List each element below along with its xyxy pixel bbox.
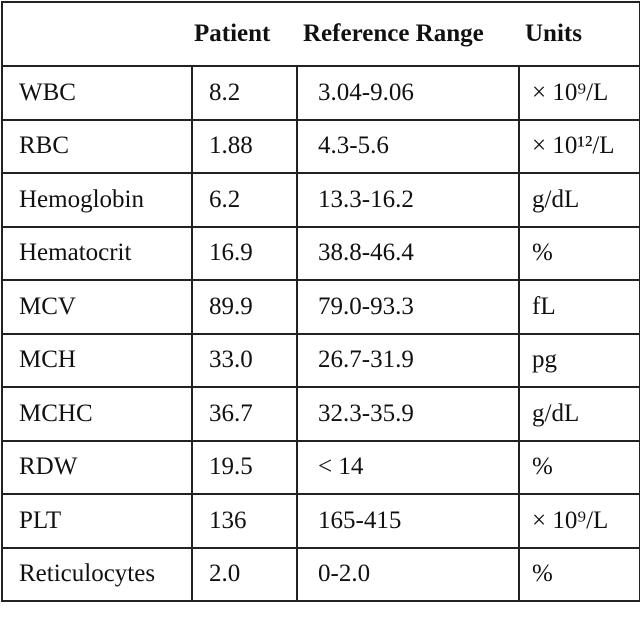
table-row: MCHC 36.7 32.3-35.9 g/dL — [1, 386, 640, 442]
table-cell: pg — [518, 332, 640, 388]
table-row: Reticulocytes 2.0 0-2.0% — [1, 546, 640, 602]
table-row: Hemoglobin 6.2 13.3-16.2 g/dL — [1, 172, 640, 228]
header-cell: Units — [519, 1, 640, 67]
row-label: RBC — [1, 118, 193, 174]
table-body: WBC 8.2 3.04-9.06 × 10⁹/L RBC 1.88 4.3-5.6 × 10… — [1, 65, 640, 602]
header-blank — [1, 1, 192, 67]
row-label: Hemoglobin — [1, 172, 193, 228]
table-row: PLT 136 165-415 × 10⁹/L — [1, 493, 640, 549]
table-cell: 19.5 — [191, 439, 298, 495]
table-cell: 8.2 — [191, 65, 298, 121]
table-row: Hematocrit 16.9 38.8-46.4% — [1, 225, 640, 281]
row-label: Reticulocytes — [1, 546, 193, 602]
table-row: WBC 8.2 3.04-9.06 × 10⁹/L — [1, 65, 640, 121]
table-cell: × 10⁹/L — [518, 65, 640, 121]
table-cell: 136 — [191, 493, 298, 549]
table-row: RBC 1.88 4.3-5.6 × 10¹²/L — [1, 118, 640, 174]
table-cell: × 10⁹/L — [518, 493, 640, 549]
row-label: WBC — [1, 65, 193, 121]
table-cell: % — [518, 546, 640, 602]
table-cell: 3.04-9.06 — [296, 65, 520, 121]
table-cell: 38.8-46.4 — [296, 225, 520, 281]
table-cell: 0-2.0 — [296, 546, 520, 602]
row-label: MCHC — [1, 386, 193, 442]
table-cell: × 10¹²/L — [518, 118, 640, 174]
table-cell: 33.0 — [191, 332, 298, 388]
table-cell: 1.88 — [191, 118, 298, 174]
table-row: RDW 19.5 < 14% — [1, 439, 640, 495]
table-cell: 79.0-93.3 — [296, 279, 520, 335]
table-row: MCH 33.0 26.7-31.9 pg — [1, 332, 640, 388]
row-label: MCH — [1, 332, 193, 388]
table-cell: g/dL — [518, 172, 640, 228]
table-row: MCV 89.9 79.0-93.3 fL — [1, 279, 640, 335]
table-cell: % — [518, 439, 640, 495]
table-cell: 4.3-5.6 — [296, 118, 520, 174]
table-cell: 89.9 — [191, 279, 298, 335]
table-cell: 13.3-16.2 — [296, 172, 520, 228]
table-cell: 36.7 — [191, 386, 298, 442]
table-cell: < 14 — [296, 439, 520, 495]
lab-table: Patient Reference Range Units WBC 8.2 3.04… — [1, 1, 640, 602]
table-cell: 165-415 — [296, 493, 520, 549]
table-cell: fL — [518, 279, 640, 335]
table-cell: g/dL — [518, 386, 640, 442]
row-label: Hematocrit — [1, 225, 193, 281]
table-cell: 26.7-31.9 — [296, 332, 520, 388]
row-label: MCV — [1, 279, 193, 335]
header-row: Patient Reference Range Units — [1, 1, 640, 67]
table-cell: 16.9 — [191, 225, 298, 281]
table-cell: 2.0 — [191, 546, 298, 602]
row-label: PLT — [1, 493, 193, 549]
header-cell: Reference Range — [297, 1, 519, 67]
table-cell: 6.2 — [191, 172, 298, 228]
header-cell: Patient — [192, 1, 297, 67]
row-label: RDW — [1, 439, 193, 495]
table-cell: 32.3-35.9 — [296, 386, 520, 442]
table-cell: % — [518, 225, 640, 281]
